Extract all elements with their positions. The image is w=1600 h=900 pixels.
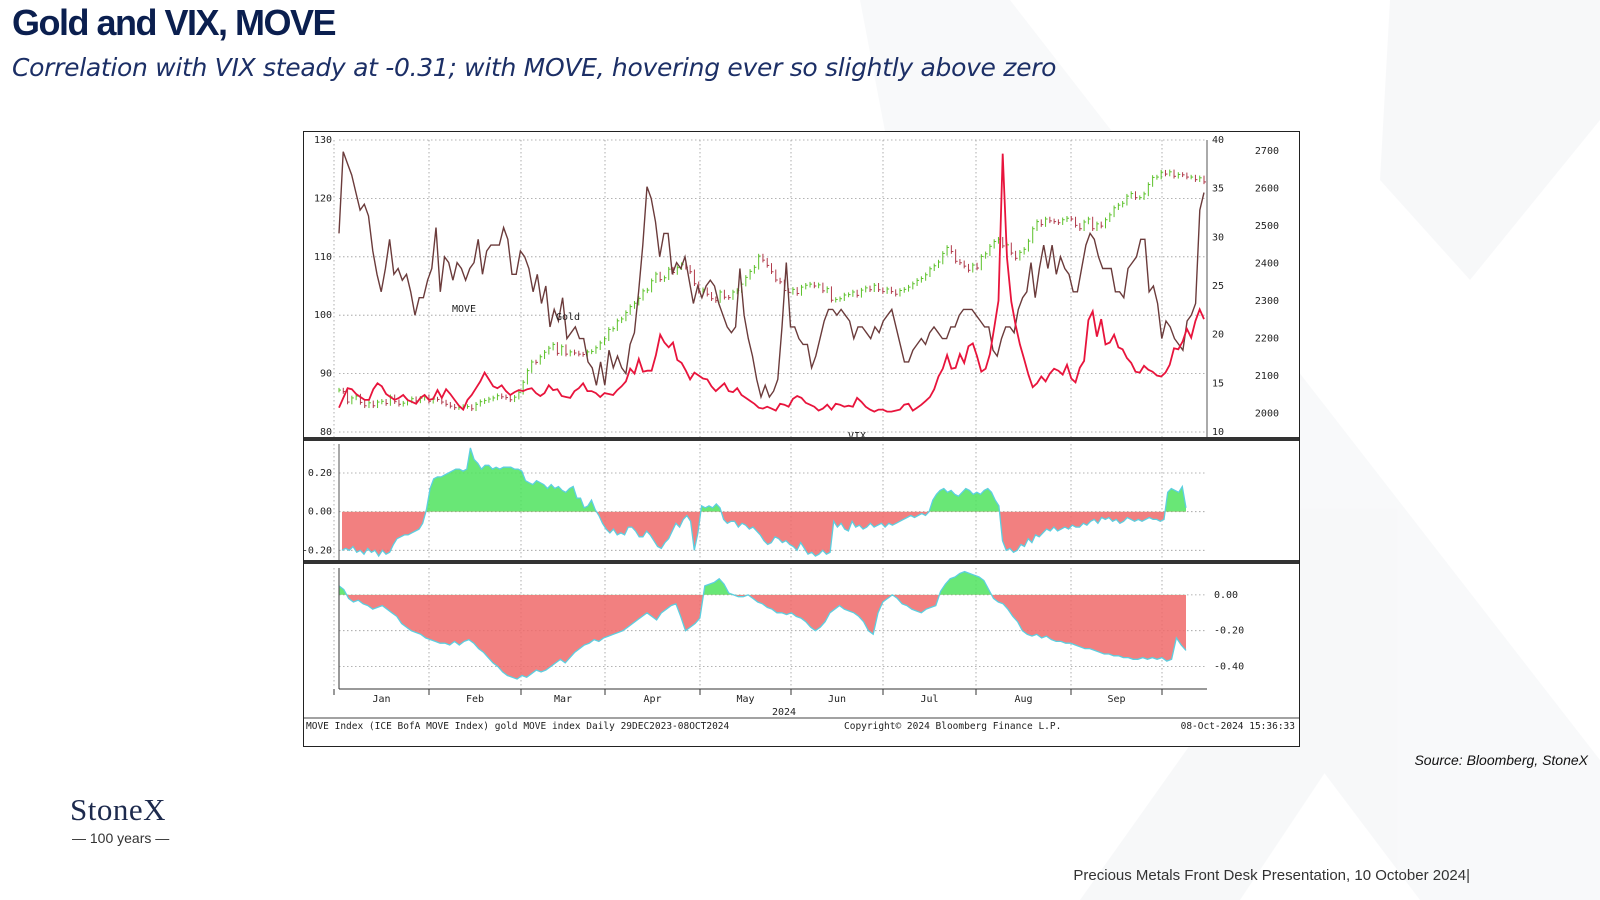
chart-canvas: 130 120 110 100 90 80 40 35 30 25 20 15 10 2700 2600 25… (304, 135, 1299, 732)
month-tick-label: Jan (372, 694, 390, 705)
move-axis-tick: 90 (320, 369, 332, 380)
month-tick-label: Jul (920, 694, 938, 705)
gold-axis-tick: 2400 (1255, 259, 1279, 270)
vix-axis-tick: 25 (1212, 281, 1224, 292)
bloomberg-chart: 130 120 110 100 90 80 40 35 30 25 20 15 10 2700 2600 25… (303, 131, 1300, 747)
month-tick-label: May (736, 694, 754, 705)
brand-tagline: — 100 years — (72, 830, 170, 846)
gold-axis-tick: 2700 (1255, 146, 1279, 157)
gold-axis-tick: 2500 (1255, 221, 1279, 232)
move-axis-tick: 100 (314, 310, 332, 321)
gold-axis-tick: 2600 (1255, 184, 1279, 195)
month-tick-label: Mar (554, 694, 572, 705)
month-tick-label: Feb (466, 694, 484, 705)
month-tick-label: Aug (1014, 694, 1032, 705)
gold-axis-tick: 2200 (1255, 333, 1279, 344)
chart-footer-center: Copyright© 2024 Bloomberg Finance L.P. (844, 721, 1061, 732)
move-series-label: MOVE (452, 304, 476, 315)
month-tick-label: Sep (1107, 694, 1125, 705)
corr-axis-tick: 0.00 (1214, 590, 1238, 601)
vix-axis-tick: 20 (1212, 330, 1224, 341)
gold-axis-tick: 2000 (1255, 408, 1279, 419)
gold-axis-tick: 2100 (1255, 371, 1279, 382)
move-axis-tick: 120 (314, 193, 332, 204)
slide-title: Gold and VIX, MOVE (12, 2, 337, 43)
vix-axis-tick: 30 (1212, 232, 1224, 243)
vix-axis-tick: 40 (1212, 135, 1224, 146)
move-axis-tick: 110 (314, 252, 332, 263)
corr-line (338, 570, 1187, 680)
corr-positive-area (425, 447, 1186, 512)
month-tick-label: Jun (828, 694, 846, 705)
vix-series-label: VIX (848, 431, 866, 442)
month-tick-label: Apr (643, 694, 661, 705)
year-label: 2024 (772, 707, 796, 718)
corr-axis-tick: 0.00 (308, 507, 332, 518)
brand-name: StoneX (70, 792, 166, 827)
source-note: Source: Bloomberg, StoneX (1414, 752, 1588, 768)
move-axis-tick: 80 (320, 427, 332, 438)
gold-axis-tick: 2300 (1255, 296, 1279, 307)
move-axis-tick: 130 (314, 135, 332, 146)
panel-divider (304, 437, 1299, 441)
vix-axis-tick: 15 (1212, 378, 1224, 389)
panel-divider (304, 560, 1299, 564)
chart-footer-right: 08-Oct-2024 15:36:33 (1181, 721, 1295, 732)
stonex-logo: StoneX — 100 years — (70, 792, 200, 846)
slide-subtitle: Correlation with VIX steady at -0.31; wi… (12, 53, 1057, 82)
corr-negative-area (342, 511, 1186, 557)
corr-axis-tick: -0.20 (304, 545, 332, 556)
corr-line (341, 447, 1187, 558)
vix-axis-tick: 10 (1212, 427, 1224, 438)
corr-negative-area (339, 594, 1186, 679)
corr-axis-tick: -0.40 (1214, 662, 1244, 673)
corr-axis-tick: 0.20 (308, 468, 332, 479)
vix-series-line (338, 153, 1205, 413)
vix-axis-tick: 35 (1212, 184, 1224, 195)
move-series-line (338, 151, 1205, 400)
presentation-footer: Precious Metals Front Desk Presentation,… (1073, 867, 1470, 884)
gold-series-label: Gold (556, 312, 580, 323)
chart-footer-left: MOVE Index (ICE BofA MOVE Index) gold MO… (306, 721, 730, 732)
corr-axis-tick: -0.20 (1214, 626, 1244, 637)
